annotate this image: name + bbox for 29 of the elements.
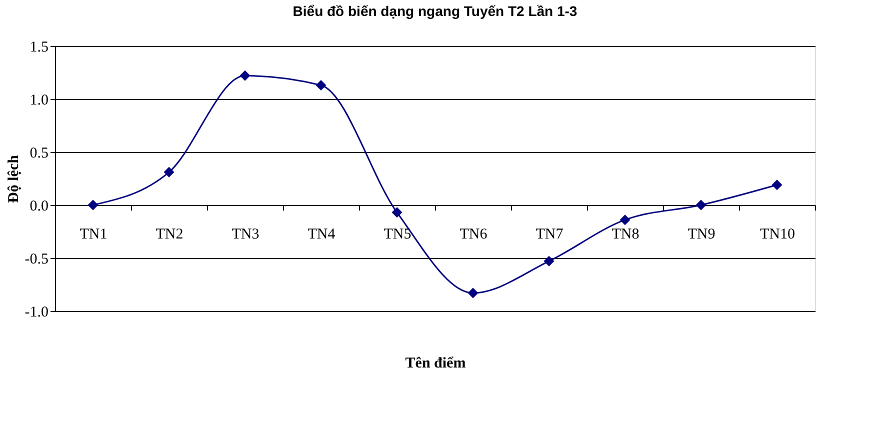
x-tick-label: TN7 <box>536 226 564 242</box>
point <box>468 288 478 298</box>
x-tick-label: TN8 <box>612 226 640 242</box>
point <box>88 200 98 210</box>
point <box>620 214 630 226</box>
y-tick-label: 1.5 <box>30 40 48 56</box>
x-tick-label: TN6 <box>460 226 488 242</box>
point <box>544 256 554 266</box>
y-tick-label: 0.5 <box>30 146 48 162</box>
point <box>240 70 250 81</box>
point <box>392 207 402 218</box>
x-tick-label: TN1 <box>80 226 108 242</box>
point <box>164 166 174 178</box>
y-tick-label: -1.0 <box>24 304 48 320</box>
point <box>696 200 706 210</box>
point <box>316 80 326 90</box>
x-tick-label: TN3 <box>232 226 260 242</box>
y-tick-label: 0.0 <box>30 198 48 214</box>
y-tick-label: -0.5 <box>24 252 48 268</box>
x-tick-label: TN9 <box>688 226 716 242</box>
y-axis-title: Độ lệch <box>6 154 22 203</box>
chart-title: Biểu đồ biến dạng ngang Tuyến T2 Lần 1-3 <box>292 3 578 19</box>
point <box>772 180 782 190</box>
x-tick-label: TN2 <box>156 226 184 242</box>
x-tick-label: TN5 <box>384 226 412 242</box>
x-axis-title: Tên điểm <box>405 356 466 372</box>
x-tick-label: TN4 <box>308 226 336 242</box>
x-tick-label: TN10 <box>760 226 795 242</box>
y-tick-label: 1.0 <box>30 92 48 108</box>
